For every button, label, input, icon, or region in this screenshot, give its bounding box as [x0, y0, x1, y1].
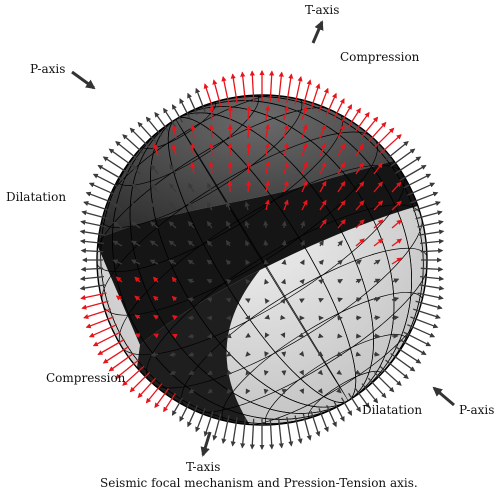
- surface-displacement-arrow: [265, 354, 266, 356]
- surface-displacement-arrow: [211, 107, 212, 120]
- surface-displacement-arrow: [338, 336, 342, 337]
- surface-displacement-arrow: [246, 299, 248, 300]
- dilatation-right-label: Dilatation: [362, 403, 422, 417]
- t-axis-top-label: T-axis: [305, 3, 339, 17]
- rim-displacement-arrow: [386, 142, 408, 160]
- surface-displacement-arrow: [265, 280, 266, 282]
- surface-displacement-arrow: [265, 390, 266, 393]
- surface-displacement-arrow: [284, 241, 285, 246]
- t-axis-top-arrow: [313, 22, 322, 43]
- surface-displacement-arrow: [265, 299, 266, 300]
- surface-displacement-arrow: [284, 222, 285, 228]
- rim-displacement-arrow: [380, 366, 401, 385]
- surface-displacement-arrow: [284, 280, 285, 282]
- t-axis-bottom-label: T-axis: [186, 460, 220, 474]
- rim-displacement-arrow: [123, 135, 144, 154]
- surface-displacement-arrow: [211, 125, 212, 138]
- compression-bottom-label: Compression: [46, 371, 126, 385]
- rim-displacement-arrow: [116, 142, 138, 160]
- p-axis-left-label: P-axis: [30, 62, 65, 76]
- surface-displacement-arrow: [374, 354, 379, 355]
- surface-displacement-arrow: [374, 317, 379, 318]
- dilatation-left-label: Dilatation: [6, 190, 66, 204]
- rim-displacement-arrow: [380, 135, 401, 154]
- rim-displacement-arrow: [123, 366, 144, 385]
- surface-displacement-arrow: [392, 317, 398, 318]
- surface-displacement-arrow: [284, 336, 285, 337]
- surface-displacement-arrow: [284, 299, 285, 300]
- surface-displacement-arrow: [208, 336, 212, 337]
- surface-displacement-arrow: [320, 336, 323, 337]
- surface-displacement-arrow: [284, 260, 285, 264]
- p-axis-right-label: P-axis: [459, 403, 494, 417]
- t-axis-bottom-arrow: [203, 432, 210, 455]
- surface-displacement-arrow: [265, 260, 266, 264]
- surface-displacement-arrow: [265, 372, 266, 375]
- compression-top-label: Compression: [340, 50, 420, 64]
- surface-displacement-arrow: [189, 336, 194, 337]
- surface-displacement-arrow: [356, 318, 361, 319]
- p-axis-right-arrow: [434, 388, 454, 405]
- surface-displacement-arrow: [265, 222, 266, 229]
- rim-displacement-arrow: [386, 360, 408, 378]
- surface-displacement-arrow: [302, 336, 304, 337]
- figure-caption: Seismic focal mechanism and Pression-Ten…: [100, 476, 418, 490]
- surface-displacement-arrow: [265, 336, 266, 337]
- surface-displacement-arrow: [265, 241, 266, 246]
- p-axis-left-arrow: [72, 72, 94, 88]
